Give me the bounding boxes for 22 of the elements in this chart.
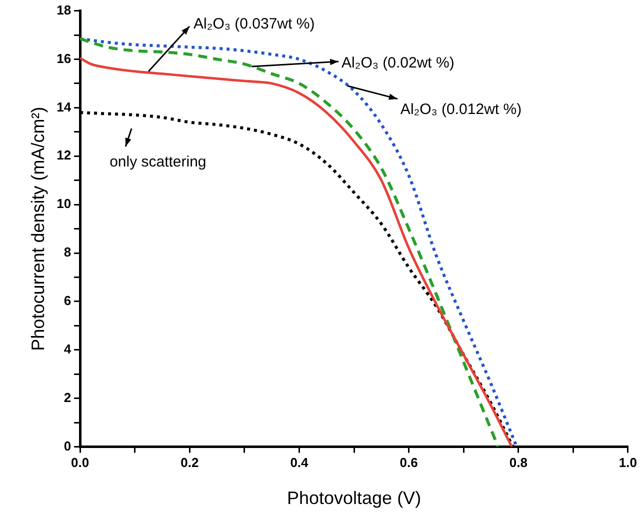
annotation: Al₂O₃ (0.037wt %)	[194, 15, 315, 32]
y-tick-label: 16	[56, 50, 72, 66]
annotation: Al₂O₃ (0.02wt %)	[342, 54, 454, 72]
x-tick-label: 0.8	[509, 455, 528, 470]
y-tick-label: 18	[56, 2, 72, 18]
y-tick-label: 12	[56, 148, 72, 163]
y-tick-label: 10	[56, 196, 72, 212]
x-tick-label: 0.4	[290, 455, 310, 470]
x-tick-label: 0.0	[71, 455, 90, 470]
x-axis-title: Photovoltage (V)	[286, 488, 422, 508]
y-axis-title: Photocurrent density (mA/cm²)	[28, 106, 48, 351]
annotation: Al₂O₃ (0.012wt %)	[400, 101, 522, 118]
x-tick-label: 0.6	[400, 455, 418, 470]
y-tick-label: 14	[56, 99, 72, 114]
y-tick-label: 8	[64, 244, 72, 260]
y-tick-label: 6	[64, 293, 72, 308]
x-tick-label: 1.0	[618, 455, 638, 470]
y-tick-label: 2	[64, 390, 72, 405]
x-tick-label: 0.2	[180, 455, 199, 470]
annotation: only scattering	[110, 154, 206, 171]
y-tick-label: 0	[64, 438, 72, 454]
y-tick-label: 4	[64, 341, 72, 356]
